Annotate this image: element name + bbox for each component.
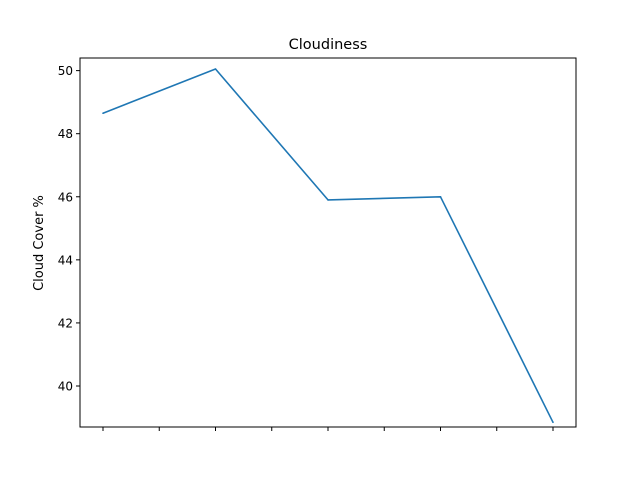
plot-series [102,68,554,424]
y-tick-label: 40 [58,380,73,394]
data-point [327,199,329,201]
data-point [214,68,217,70]
y-tick-label: 44 [58,253,73,267]
y-tick-label: 48 [58,127,73,141]
chart-title: Cloudiness [289,37,368,53]
data-point [102,112,104,114]
data-point [439,195,442,198]
plot-area-frame [79,57,577,428]
y-tick-label: 50 [58,64,73,78]
y-tick-label: 46 [58,190,73,204]
axis-ticks: 40 42 44 46 48 50 [58,64,554,431]
y-tick-label: 42 [58,316,73,330]
y-axis-label: Cloud Cover % [32,195,47,291]
data-point [552,421,554,424]
